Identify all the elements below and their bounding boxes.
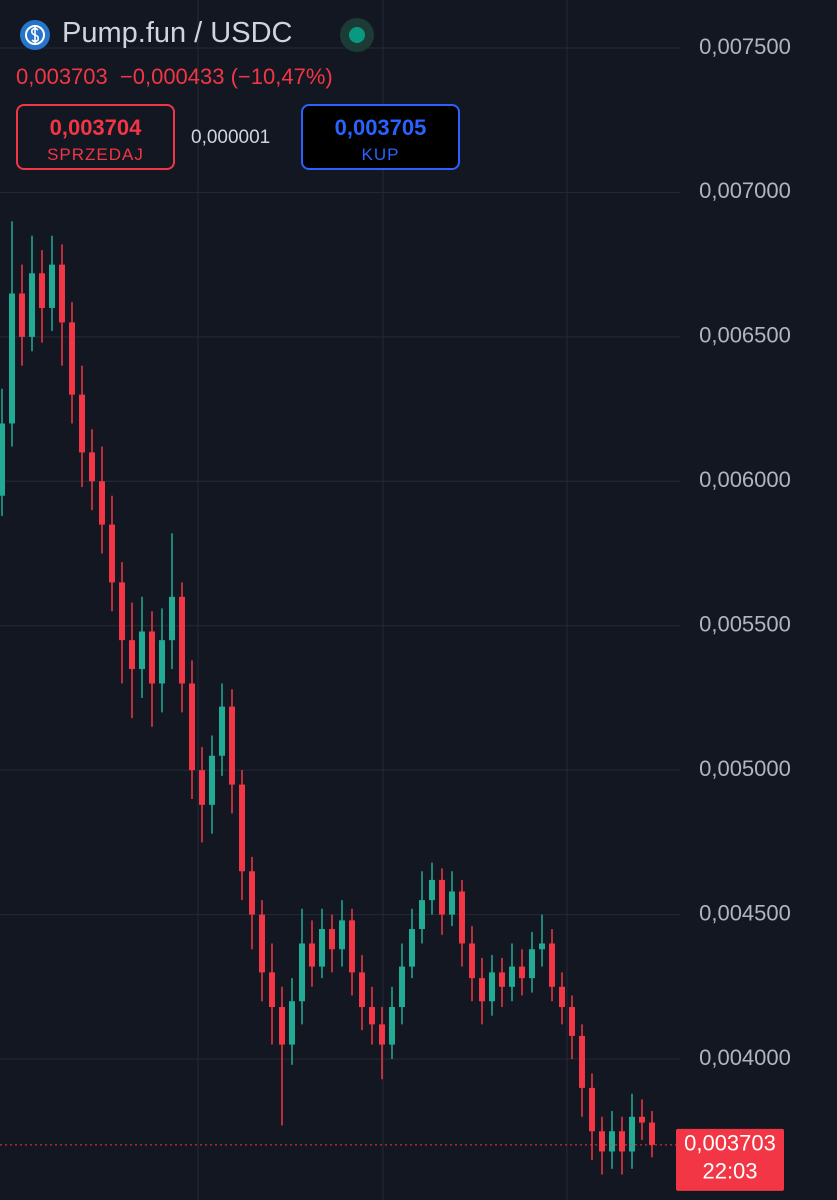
last-price: 0,003703: [16, 64, 108, 89]
candle-body: [249, 871, 255, 915]
candle-body: [529, 949, 535, 979]
spread: 0,000001: [191, 127, 271, 148]
candle-body: [559, 986, 565, 1008]
candle-body: [589, 1087, 595, 1132]
candle-body: [549, 943, 555, 987]
candle-body: [219, 706, 225, 756]
candle-body: [409, 929, 415, 967]
candle-body: [229, 706, 235, 785]
candle-body: [49, 264, 55, 308]
candle-body: [279, 1007, 285, 1045]
candle-body: [109, 524, 115, 583]
price-change: −0,000433 (−10,47%): [119, 64, 333, 89]
candle-body: [269, 972, 275, 1008]
candle-body: [419, 900, 425, 930]
candle-body: [359, 972, 365, 1008]
candle-body: [259, 914, 265, 973]
buy-label: KUP: [361, 145, 400, 164]
candle-body: [189, 683, 195, 771]
candle-body: [449, 891, 455, 915]
candle-body: [239, 784, 245, 872]
candle-body: [489, 972, 495, 1002]
candle-body: [379, 1024, 385, 1045]
candle-body: [149, 631, 155, 684]
candle-body: [99, 481, 105, 525]
countdown: 22:03: [702, 1159, 757, 1184]
candle-body: [139, 631, 145, 670]
candle-body: [9, 293, 15, 424]
candle-body: [539, 943, 545, 950]
candle-body: [119, 582, 125, 641]
candle-body: [459, 891, 465, 944]
candle-body: [339, 920, 345, 950]
candle-body: [329, 929, 335, 950]
buy-button[interactable]: 0,003705 KUP: [301, 104, 460, 170]
y-tick-label: 0,007500: [699, 34, 791, 59]
candle-body: [469, 943, 475, 979]
candle-body: [159, 640, 165, 684]
candle-body: [169, 596, 175, 641]
candle-body: [619, 1131, 625, 1152]
candle-body: [69, 322, 75, 395]
sell-button[interactable]: 0,003704 SPRZEDAJ: [16, 104, 175, 170]
candle-body: [289, 1001, 295, 1045]
y-tick-label: 0,004000: [699, 1045, 791, 1070]
y-tick-label: 0,007000: [699, 178, 791, 203]
candle-body: [639, 1116, 645, 1123]
pair-name: Pump.fun / USDC: [62, 17, 293, 49]
candle-body: [599, 1131, 605, 1152]
candle-body: [609, 1131, 615, 1152]
y-tick-label: 0,005000: [699, 756, 791, 781]
last-price-box: [676, 1128, 784, 1191]
sell-label: SPRZEDAJ: [47, 145, 144, 164]
candle-body: [579, 1035, 585, 1088]
candle-body: [199, 770, 205, 805]
candle-body: [79, 394, 85, 453]
sell-price: 0,003704: [49, 115, 142, 140]
candle-body: [129, 640, 135, 670]
candle-body: [519, 966, 525, 979]
buy-price: 0,003705: [334, 115, 427, 140]
candle-body: [39, 273, 45, 308]
candle-body: [479, 978, 485, 1002]
candle-body: [319, 929, 325, 967]
candle-body: [649, 1122, 655, 1145]
candle-body: [569, 1007, 575, 1036]
candle-body: [369, 1007, 375, 1025]
candle-body: [59, 264, 65, 323]
price-line: 0,003703 −0,000433 (−10,47%): [16, 64, 333, 90]
candle-body: [389, 1007, 395, 1045]
candle-body: [299, 943, 305, 1002]
candle-body: [0, 423, 5, 496]
candle-body: [349, 920, 355, 973]
candle-body: [309, 943, 315, 967]
candle-body: [29, 273, 35, 337]
candle-body: [509, 966, 515, 987]
candle-body: [19, 293, 25, 337]
candle-body: [89, 452, 95, 482]
candle-body: [429, 879, 435, 901]
last-price-label: 0,003703: [684, 1131, 776, 1156]
candle-body: [399, 966, 405, 1008]
y-tick-label: 0,005500: [699, 612, 791, 637]
candle-body: [629, 1116, 635, 1152]
candle-body: [179, 596, 185, 684]
y-tick-label: 0,006000: [699, 467, 791, 492]
candle-body: [209, 755, 215, 805]
candle-body: [439, 879, 445, 915]
y-tick-label: 0,006500: [699, 323, 791, 348]
candle-body: [499, 972, 505, 987]
y-tick-label: 0,004500: [699, 900, 791, 925]
